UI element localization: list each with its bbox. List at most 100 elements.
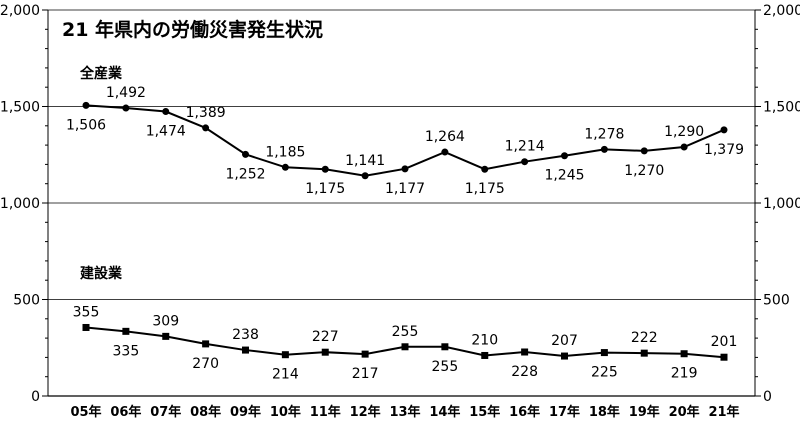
y-tick-label-left: 500 bbox=[13, 293, 40, 309]
data-point bbox=[202, 124, 210, 132]
data-label: 210 bbox=[471, 332, 498, 348]
data-label: 1,492 bbox=[106, 85, 146, 101]
data-point bbox=[122, 104, 130, 112]
x-tick-label: 11年 bbox=[310, 404, 341, 420]
data-point bbox=[321, 348, 329, 356]
data-label: 1,270 bbox=[624, 163, 664, 179]
data-point bbox=[361, 350, 369, 358]
data-point bbox=[162, 108, 170, 116]
x-tick-label: 12年 bbox=[350, 404, 381, 420]
x-tick-label: 18年 bbox=[589, 404, 620, 420]
data-point bbox=[321, 165, 329, 173]
data-point bbox=[162, 332, 170, 340]
data-point bbox=[720, 353, 728, 361]
data-label: 1,214 bbox=[505, 139, 545, 155]
data-point bbox=[441, 343, 449, 351]
x-tick-label: 05年 bbox=[70, 404, 101, 420]
data-point bbox=[720, 126, 728, 134]
data-point bbox=[401, 165, 409, 173]
data-label: 1,252 bbox=[225, 166, 265, 182]
data-label: 270 bbox=[192, 356, 219, 372]
data-label: 1,141 bbox=[345, 153, 385, 169]
data-label: 255 bbox=[432, 359, 459, 375]
x-tick-label: 19年 bbox=[629, 404, 660, 420]
y-tick-label-left: 1,500 bbox=[0, 100, 40, 116]
data-point bbox=[481, 351, 489, 359]
y-tick-label-left: 0 bbox=[31, 389, 40, 405]
y-axis-left-ticks: 0 500 1,000 1,500 2,000 bbox=[0, 3, 40, 405]
data-point bbox=[82, 101, 90, 109]
data-point bbox=[680, 143, 688, 151]
data-label: 225 bbox=[591, 365, 618, 381]
data-point bbox=[561, 352, 568, 360]
axes bbox=[42, 9, 761, 397]
series-name-construction: 建設業 bbox=[80, 265, 123, 282]
data-point bbox=[680, 350, 688, 358]
data-point bbox=[441, 148, 449, 156]
series-layer bbox=[82, 101, 728, 361]
data-label: 309 bbox=[152, 313, 179, 329]
data-point bbox=[521, 348, 529, 356]
y-axis-right-ticks: 0 500 1,000 1,500 2,000 bbox=[763, 3, 800, 405]
data-point bbox=[521, 158, 529, 166]
data-label: 222 bbox=[631, 330, 658, 346]
data-label: 1,175 bbox=[465, 181, 505, 197]
y-tick-label-right: 1,000 bbox=[763, 196, 800, 212]
x-tick-label: 10年 bbox=[270, 404, 301, 420]
data-label: 228 bbox=[511, 364, 538, 380]
chart-title: 21 年県内の労働災害発生状況 bbox=[62, 18, 323, 41]
x-tick-label: 09年 bbox=[230, 404, 261, 420]
x-tick-label: 17年 bbox=[549, 404, 580, 420]
x-tick-label: 08年 bbox=[190, 404, 221, 420]
x-tick-label: 07年 bbox=[150, 404, 181, 420]
data-point bbox=[242, 346, 249, 354]
x-tick-label: 06年 bbox=[110, 404, 141, 420]
data-label: 238 bbox=[232, 327, 259, 343]
data-label: 335 bbox=[113, 343, 140, 359]
data-label: 1,278 bbox=[584, 126, 624, 142]
data-label: 1,474 bbox=[146, 124, 186, 140]
series-name-all-industries: 全産業 bbox=[79, 65, 123, 82]
data-label: 355 bbox=[73, 304, 100, 320]
y-tick-label-right: 500 bbox=[763, 293, 790, 309]
data-point bbox=[82, 323, 90, 331]
data-label: 214 bbox=[272, 367, 299, 383]
data-label: 1,506 bbox=[66, 117, 106, 133]
x-tick-label: 21年 bbox=[708, 404, 739, 420]
data-label: 1,389 bbox=[186, 105, 226, 121]
data-point bbox=[122, 327, 130, 335]
gridlines bbox=[48, 9, 755, 300]
data-label: 1,245 bbox=[544, 168, 584, 184]
data-point bbox=[202, 340, 210, 348]
data-label: 1,264 bbox=[425, 129, 465, 145]
data-label: 219 bbox=[671, 366, 698, 382]
x-tick-label: 16年 bbox=[509, 404, 540, 420]
data-point bbox=[281, 163, 289, 171]
y-tick-label-right: 1,500 bbox=[763, 100, 800, 116]
data-point bbox=[361, 172, 369, 180]
data-point bbox=[640, 147, 648, 155]
data-point bbox=[401, 343, 409, 351]
y-tick-label-left: 1,000 bbox=[0, 196, 40, 212]
data-point bbox=[600, 349, 608, 357]
x-tick-label: 13年 bbox=[389, 404, 420, 420]
x-tick-label: 14年 bbox=[429, 404, 460, 420]
data-label: 1,379 bbox=[704, 142, 744, 158]
data-label: 207 bbox=[551, 333, 578, 349]
y-tick-label-left: 2,000 bbox=[0, 3, 40, 19]
y-tick-label-right: 0 bbox=[763, 389, 772, 405]
x-tick-label: 20年 bbox=[669, 404, 700, 420]
data-point bbox=[281, 351, 289, 359]
data-point bbox=[481, 165, 489, 173]
data-label: 1,185 bbox=[265, 144, 305, 160]
data-point bbox=[561, 152, 568, 160]
data-point bbox=[242, 150, 249, 158]
y-tick-label-right: 2,000 bbox=[763, 3, 800, 19]
data-label: 1,290 bbox=[664, 124, 704, 140]
data-label: 227 bbox=[312, 329, 339, 345]
data-label: 217 bbox=[352, 366, 379, 382]
data-point bbox=[640, 349, 648, 357]
data-point bbox=[600, 145, 608, 153]
